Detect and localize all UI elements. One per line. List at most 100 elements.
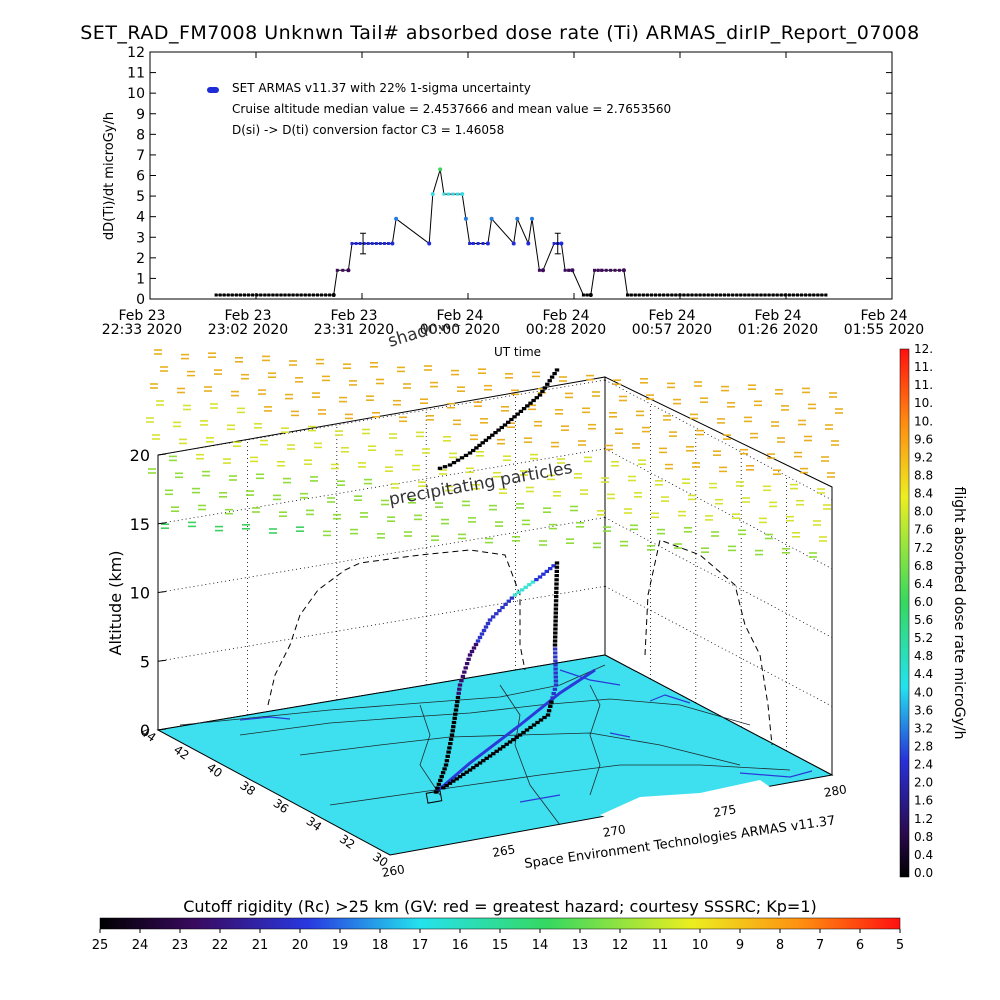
track-point [463, 666, 468, 670]
track-point [494, 612, 499, 616]
colorbar-tick-label: 4.8 [914, 649, 933, 663]
data-point [686, 293, 690, 297]
track-point [544, 569, 549, 573]
data-point [476, 242, 480, 245]
track-point [452, 716, 457, 720]
rigidity-tick-label: 22 [212, 938, 229, 953]
track-point [553, 599, 559, 603]
shadowed-track-point [463, 453, 469, 457]
data-point [255, 293, 259, 297]
track-point [448, 742, 453, 746]
data-point [743, 293, 747, 297]
rigidity-tick-label: 5 [896, 938, 904, 953]
rigidity-tick-label: 10 [692, 938, 709, 953]
shadowed-track-point [549, 375, 555, 379]
track-point [455, 695, 461, 700]
longitude-axis-ticks: 280 275 270 265 260 [381, 782, 848, 880]
track-point [445, 754, 450, 758]
track-point [521, 730, 526, 735]
shadowed-track-point [552, 372, 557, 376]
data-point [331, 293, 336, 297]
track-point [453, 712, 458, 716]
data-point [271, 293, 275, 297]
shadowed-track-point [547, 379, 552, 383]
track-point [456, 691, 461, 695]
x-tick-time: 00:00 2020 [420, 322, 500, 338]
rigidity-tick-label: 16 [452, 938, 469, 953]
y-axis-label: dD(Ti)/dt microGy/h [102, 112, 117, 240]
data-point [662, 293, 666, 297]
data-point [702, 293, 706, 297]
colorbar-tick-label: 6.4 [914, 577, 933, 591]
data-point [804, 293, 808, 297]
wall-grid-line [604, 379, 833, 501]
data-point [267, 293, 271, 297]
data-point [328, 293, 332, 297]
data-point [471, 242, 475, 245]
data-point [324, 293, 328, 297]
colorbar-tick-label: 9.6 [914, 432, 933, 446]
track-point [497, 609, 502, 613]
legend-conversion-factor: D(si) -> D(ti) conversion factor C3 = 1.… [232, 123, 504, 137]
data-point [222, 293, 226, 297]
data-point [714, 293, 718, 297]
data-point [694, 293, 698, 297]
data-point [366, 242, 370, 245]
track-point [441, 786, 446, 790]
track-point [507, 740, 513, 744]
track-point [439, 775, 444, 779]
data-point [354, 242, 358, 245]
track-point [554, 586, 559, 590]
data-point [787, 293, 791, 297]
data-point [808, 293, 812, 297]
data-point [559, 241, 564, 246]
data-point [430, 192, 435, 197]
x-tick-date: Feb 24 [754, 308, 801, 324]
track-point [553, 623, 558, 627]
x-tick-time: 23:02 2020 [208, 322, 288, 338]
shadowed-track-point [493, 431, 498, 435]
data-point [307, 293, 311, 297]
data-point [588, 293, 593, 297]
data-point [287, 293, 291, 297]
data-point [698, 293, 702, 297]
track-point [554, 595, 559, 599]
colorbar-tick-label: 1.6 [914, 794, 933, 808]
data-point [489, 216, 494, 221]
wall-grid-line [157, 585, 606, 662]
altitude-axis-label: Altitude (km) [106, 551, 125, 656]
data-point [275, 293, 279, 297]
data-point [279, 293, 283, 297]
track-point [512, 593, 518, 597]
data-point [731, 293, 735, 297]
track-point [554, 582, 559, 586]
shadowed-track-point [534, 396, 539, 400]
flight-3d-plot: shadowed flight path precipitating parti… [106, 325, 967, 880]
track-point [447, 781, 453, 785]
track-point [479, 632, 485, 636]
colorbar-tick-label: 11. [914, 378, 933, 392]
shadowed-track-point [515, 412, 520, 416]
altitude-tick-mark [157, 522, 167, 525]
data-point [581, 293, 585, 297]
shadowed-track-point [480, 441, 485, 445]
y-tick-label: 7 [136, 148, 145, 164]
colorbar-tick-label: 3.2 [914, 721, 933, 735]
data-point [771, 293, 775, 297]
colorbar-tick-label: 5.2 [914, 631, 933, 645]
data-point [442, 192, 446, 196]
shadowed-track-point [477, 443, 482, 447]
data-point [690, 293, 694, 297]
x-tick-time: 01:55 2020 [844, 322, 924, 338]
data-point [706, 293, 710, 297]
data-point [609, 268, 613, 272]
data-point [311, 293, 315, 297]
track-point [447, 746, 452, 750]
track-point [461, 772, 466, 776]
colorbar-tick-label: 3.6 [914, 703, 933, 717]
track-point [553, 679, 559, 683]
data-point [820, 293, 824, 297]
wall-grid-line [604, 585, 833, 707]
data-point [613, 268, 617, 272]
